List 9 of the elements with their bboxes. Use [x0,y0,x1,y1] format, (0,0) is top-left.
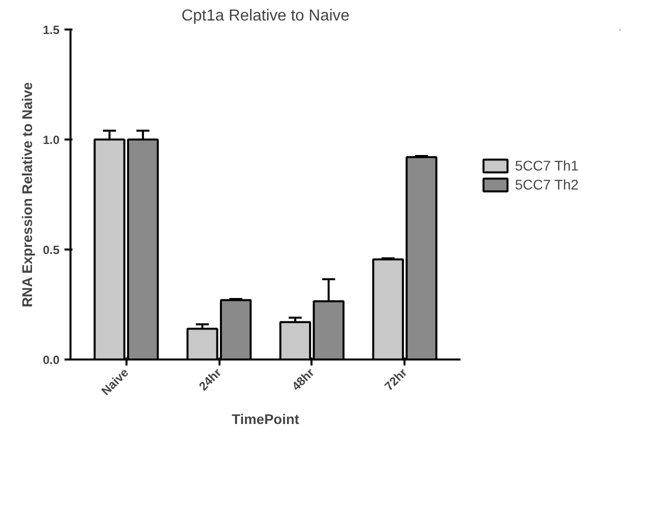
y-tick-label: 0.0 [42,353,60,367]
chart-title: Cpt1a Relative to Naive [181,8,350,24]
x-axis-title: TimePoint [232,411,300,428]
y-axis-title: RNA Expression Relative to Naive [18,82,35,308]
y-tick-label: 1.5 [42,23,60,37]
legend-label: 5CC7 Th2 [515,176,579,192]
y-tick-label: 0.5 [42,243,60,257]
y-tick-label: 1.0 [42,133,60,147]
legend-label: 5CC7 Th1 [515,157,579,174]
